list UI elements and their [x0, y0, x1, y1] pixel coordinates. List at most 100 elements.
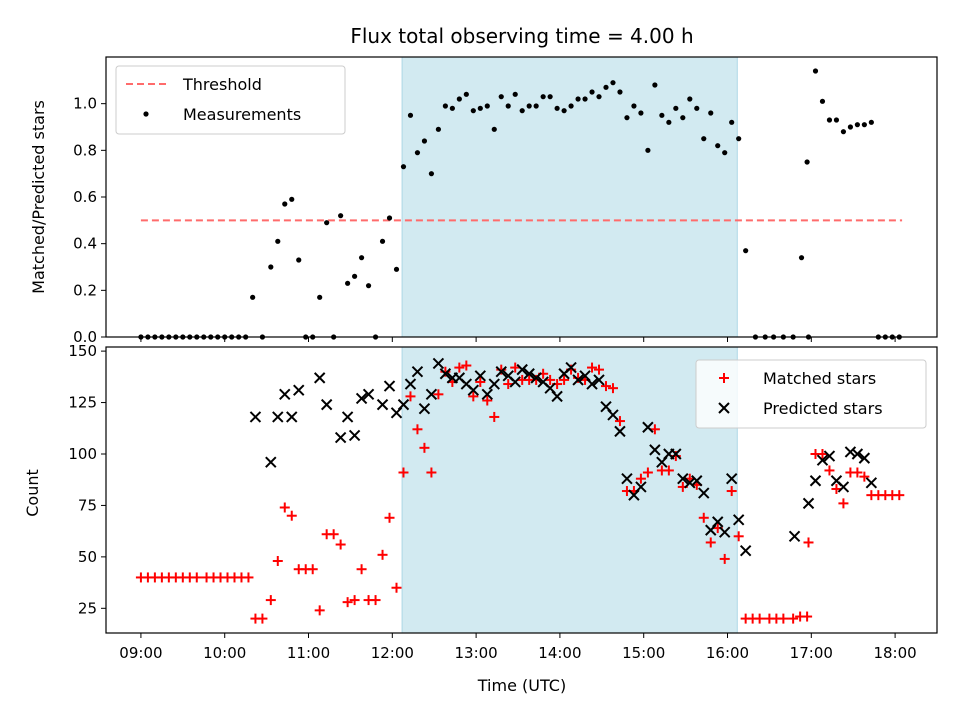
data-point: [498, 94, 504, 100]
data-point: [819, 98, 826, 104]
axes-frame: [105, 346, 938, 634]
data-point: [726, 486, 737, 497]
data-point: [442, 103, 448, 109]
marker-stroke: [397, 398, 410, 411]
data-point: [307, 564, 318, 575]
data-point: [847, 124, 854, 130]
data-point: [412, 424, 423, 435]
data-point: [680, 115, 686, 121]
data-point: [519, 108, 525, 114]
data-point: [512, 91, 518, 97]
data-point: [341, 411, 354, 423]
data-point: [837, 481, 850, 493]
data-point: [503, 379, 514, 390]
data-point: [798, 255, 805, 261]
data-point: [635, 473, 646, 484]
marker-stroke: [565, 361, 577, 374]
marker-stroke: [495, 365, 507, 378]
data-point: [840, 129, 847, 135]
y-tick-label: 0.2: [73, 281, 97, 299]
marker-stroke: [677, 472, 689, 485]
data-point: [722, 150, 728, 156]
data-point: [642, 421, 654, 433]
marker-stroke: [712, 516, 724, 528]
marker-stroke: [286, 411, 298, 423]
marker-stroke: [439, 368, 452, 380]
data-point: [289, 196, 295, 202]
data-point: [426, 467, 437, 478]
data-point: [393, 266, 400, 272]
marker-stroke: [488, 378, 500, 390]
data-point: [334, 431, 347, 444]
data-point: [715, 143, 721, 149]
marker-stroke: [600, 400, 612, 413]
data-point: [838, 498, 849, 509]
marker-stroke: [265, 456, 277, 468]
data-point: [425, 388, 438, 401]
data-point: [854, 122, 860, 128]
legend-label: Threshold: [182, 75, 262, 94]
data-point: [733, 531, 744, 542]
marker-stroke: [348, 429, 361, 442]
data-point: [812, 68, 819, 74]
data-point: [349, 595, 360, 606]
data-point: [345, 280, 351, 286]
data-point: [719, 526, 731, 538]
y-tick-label: 50: [78, 548, 97, 566]
legend-box: [115, 65, 346, 135]
data-point: [365, 283, 372, 289]
data-point: [617, 89, 623, 95]
data-point: [439, 368, 452, 380]
data-point: [432, 357, 445, 370]
data-point: [352, 273, 358, 279]
data-point: [282, 201, 288, 207]
data-point: [320, 398, 333, 411]
data-point: [851, 448, 864, 460]
data-point: [561, 108, 567, 114]
data-point: [467, 384, 480, 396]
marker-stroke: [425, 388, 438, 401]
data-point: [474, 370, 487, 382]
data-point: [328, 529, 339, 540]
data-point: [335, 539, 346, 550]
data-point: [802, 611, 813, 622]
marker-stroke: [530, 372, 542, 384]
data-point: [491, 126, 497, 132]
marker-stroke: [279, 388, 291, 401]
data-point: [614, 425, 626, 438]
data-point: [868, 119, 874, 125]
data-point: [279, 502, 290, 513]
data-point: [370, 595, 381, 606]
chart-title: Flux total observing time = 4.00 h: [350, 24, 693, 48]
data-point: [788, 613, 799, 624]
marker-stroke: [586, 378, 598, 390]
marker-stroke: [698, 487, 710, 499]
marker-stroke: [293, 384, 305, 396]
legend-marker: [718, 402, 730, 414]
data-point: [272, 555, 283, 566]
data-point: [489, 411, 500, 422]
data-point: [338, 213, 344, 219]
data-point: [589, 89, 595, 95]
marker-stroke: [719, 526, 731, 538]
marker-stroke: [272, 411, 284, 423]
data-point: [286, 510, 297, 521]
data-point: [545, 374, 556, 385]
data-point: [614, 416, 625, 427]
data-point: [575, 96, 581, 102]
marker-stroke: [320, 398, 333, 411]
data-point: [586, 378, 598, 390]
data-point: [398, 467, 409, 478]
marker-stroke: [502, 370, 514, 382]
marker-stroke: [467, 384, 480, 396]
marker-stroke: [509, 376, 521, 388]
data-point: [659, 112, 665, 118]
data-point: [603, 84, 609, 90]
data-point: [607, 383, 618, 394]
data-point: [482, 395, 493, 406]
x-axis-label: Time (UTC): [477, 676, 566, 695]
data-point: [844, 446, 857, 458]
top-y-axis-label: Matched/Predicted stars: [29, 100, 48, 294]
data-point: [568, 103, 574, 109]
data-point: [809, 475, 822, 487]
